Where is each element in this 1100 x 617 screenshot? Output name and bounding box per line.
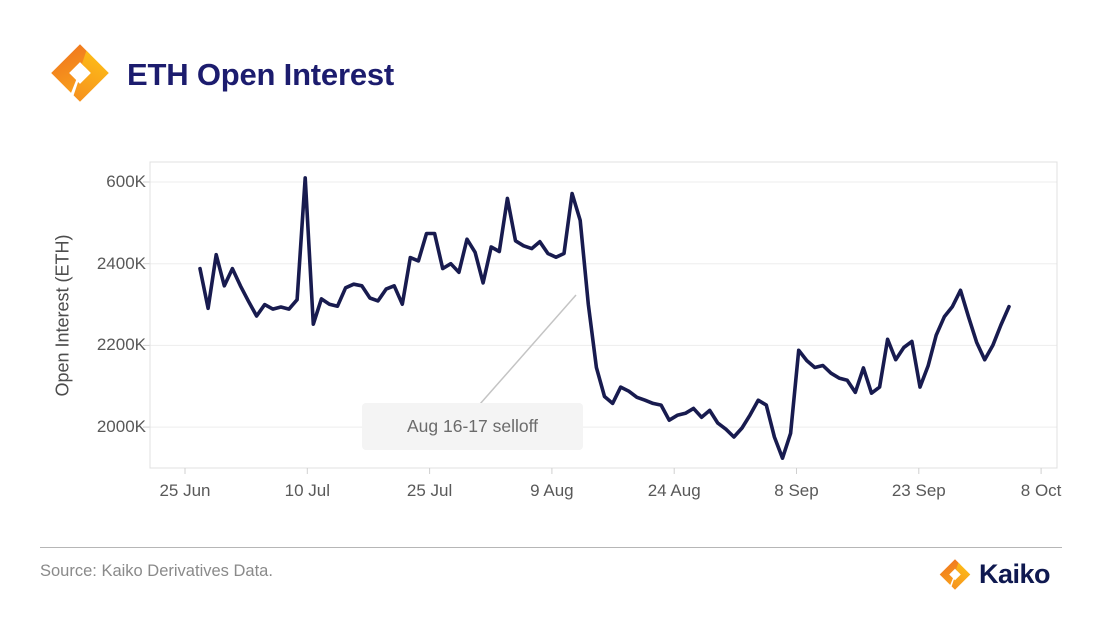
footer-divider [40, 547, 1062, 548]
footer-brand: Kaiko [938, 557, 1051, 592]
x-tick-label: 25 Jun [159, 481, 211, 500]
y-tick-label: 2000K [96, 417, 146, 437]
kaiko-logo-icon [939, 559, 971, 590]
x-tick-label: 23 Sep [891, 481, 946, 500]
x-tick-label: 8 Sep [774, 481, 819, 500]
x-tick-label: 25 Jul [406, 481, 453, 500]
x-tick-label: 8 Oct [1020, 481, 1062, 500]
source-note: Source: Kaiko Derivatives Data. [40, 562, 273, 580]
oi-line-series [198, 176, 1011, 461]
x-tick-label: 10 Jul [284, 481, 330, 500]
brand-wordmark: Kaiko [979, 559, 1051, 589]
annotation-text: Aug 16-17 selloff [406, 416, 539, 436]
y-tick-label: 600K [106, 172, 146, 192]
y-tick-label: 2200K [96, 335, 146, 355]
x-tick-label: 9 Aug [530, 481, 574, 500]
page-title: ETH Open Interest [127, 57, 395, 92]
y-tick-label: 2400K [96, 253, 146, 273]
annotation-callout: Aug 16-17 selloff [362, 403, 583, 450]
kaiko-logo-icon [51, 44, 109, 102]
x-tick-label: 24 Aug [647, 481, 701, 500]
